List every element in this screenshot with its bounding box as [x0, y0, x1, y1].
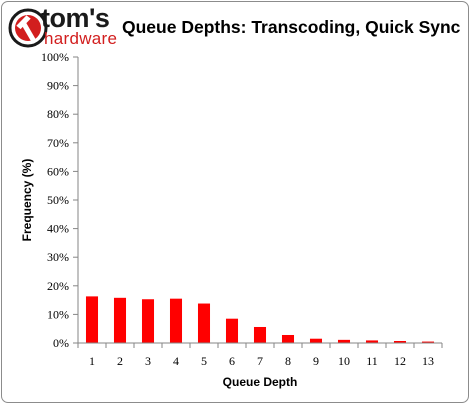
x-tick-label: 5: [201, 354, 207, 368]
x-tick-label: 8: [285, 354, 291, 368]
y-tick-label: 90%: [47, 79, 69, 93]
x-tick-label: 6: [229, 354, 235, 368]
x-tick-label: 7: [257, 354, 263, 368]
chart-title: Queue Depths: Transcoding, Quick Sync: [122, 17, 461, 37]
y-tick-label: 0%: [53, 336, 69, 350]
y-tick-label: 40%: [47, 222, 69, 236]
bar-queue-depth-6: [225, 318, 239, 343]
x-tick-label: 3: [145, 354, 151, 368]
x-tick-label: 4: [173, 354, 179, 368]
x-tick-label: 11: [366, 354, 378, 368]
x-tick-label: 12: [394, 354, 406, 368]
x-tick-label: 13: [422, 354, 434, 368]
bar-queue-depth-10: [337, 339, 351, 343]
y-tick-label: 70%: [47, 136, 69, 150]
y-axis-ticks: 0% 10% 20% 30% 40% 50% 60% 70% 80% 90% 100%: [41, 50, 78, 350]
y-tick-label: 10%: [47, 307, 69, 321]
y-tick-label: 100%: [41, 50, 69, 64]
bar-queue-depth-9: [309, 338, 323, 343]
x-tick-label: 9: [313, 354, 319, 368]
y-axis-title: Frequency (%): [20, 159, 34, 242]
bar-queue-depth-2: [113, 297, 127, 343]
x-tick-label: 2: [117, 354, 123, 368]
logo-text-primary: tom's: [41, 3, 110, 33]
x-axis-ticks: 1 2 3 4 5 6 7 8 9 10 11 12 13: [77, 343, 443, 368]
bar-queue-depth-4: [169, 298, 183, 343]
y-tick-label: 60%: [47, 164, 69, 178]
y-tick-label: 20%: [47, 279, 69, 293]
y-tick-label: 50%: [47, 193, 69, 207]
x-tick-label: 1: [89, 354, 95, 368]
y-tick-label: 80%: [47, 107, 69, 121]
toms-hardware-logo: tom's hardware: [8, 3, 117, 52]
logo-text-secondary: hardware: [44, 29, 118, 48]
bar-series: [85, 296, 435, 343]
bar-queue-depth-1: [85, 296, 99, 343]
y-tick-label: 30%: [47, 250, 69, 264]
bar-queue-depth-3: [141, 299, 155, 343]
bar-queue-depth-8: [281, 334, 295, 343]
bar-queue-depth-12: [393, 340, 407, 343]
bar-queue-depth-5: [197, 303, 211, 343]
bar-queue-depth-13: [421, 341, 435, 343]
x-axis-title: Queue Depth: [223, 375, 298, 389]
x-tick-label: 10: [338, 354, 350, 368]
bar-queue-depth-11: [365, 340, 379, 343]
logo-emblem-icon: [8, 8, 48, 48]
bar-queue-depth-7: [253, 326, 267, 343]
